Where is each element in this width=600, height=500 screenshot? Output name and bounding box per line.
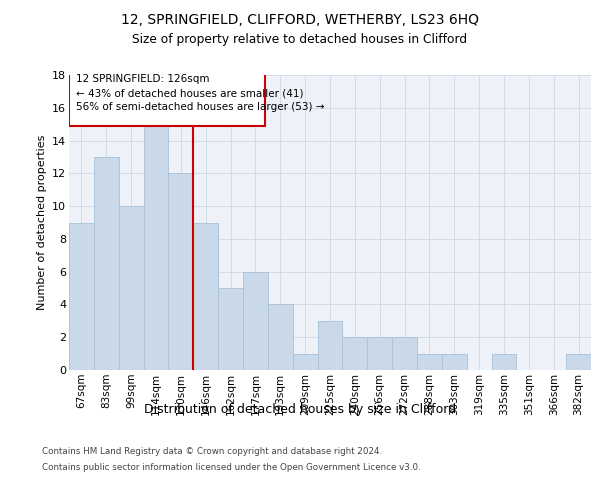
Bar xyxy=(69,222,94,370)
Text: 12 SPRINGFIELD: 126sqm
← 43% of detached houses are smaller (41)
56% of semi-det: 12 SPRINGFIELD: 126sqm ← 43% of detached… xyxy=(76,74,324,112)
Bar xyxy=(268,304,293,370)
Text: Contains public sector information licensed under the Open Government Licence v3: Contains public sector information licen… xyxy=(42,462,421,471)
Bar xyxy=(218,288,243,370)
Bar xyxy=(143,124,169,370)
Bar xyxy=(392,337,417,370)
Bar xyxy=(243,272,268,370)
Text: Size of property relative to detached houses in Clifford: Size of property relative to detached ho… xyxy=(133,32,467,46)
Bar xyxy=(367,337,392,370)
Bar xyxy=(169,174,193,370)
Text: Distribution of detached houses by size in Clifford: Distribution of detached houses by size … xyxy=(144,402,456,415)
Bar xyxy=(317,321,343,370)
Bar xyxy=(293,354,317,370)
Bar xyxy=(417,354,442,370)
Y-axis label: Number of detached properties: Number of detached properties xyxy=(37,135,47,310)
Text: Contains HM Land Registry data © Crown copyright and database right 2024.: Contains HM Land Registry data © Crown c… xyxy=(42,448,382,456)
Bar xyxy=(343,337,367,370)
Bar xyxy=(193,222,218,370)
Bar xyxy=(70,72,265,126)
Bar xyxy=(566,354,591,370)
Bar xyxy=(119,206,143,370)
Bar xyxy=(442,354,467,370)
Bar xyxy=(94,157,119,370)
Text: 12, SPRINGFIELD, CLIFFORD, WETHERBY, LS23 6HQ: 12, SPRINGFIELD, CLIFFORD, WETHERBY, LS2… xyxy=(121,12,479,26)
Bar xyxy=(491,354,517,370)
